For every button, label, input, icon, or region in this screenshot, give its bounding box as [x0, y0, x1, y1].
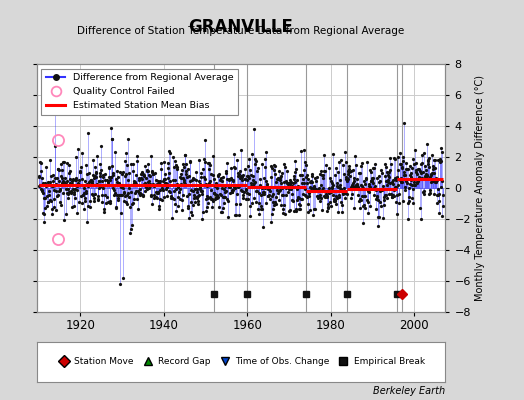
Text: GRANVILLE: GRANVILLE: [189, 18, 293, 36]
Legend: Station Move, Record Gap, Time of Obs. Change, Empirical Break: Station Move, Record Gap, Time of Obs. C…: [53, 354, 429, 370]
Y-axis label: Monthly Temperature Anomaly Difference (°C): Monthly Temperature Anomaly Difference (…: [475, 75, 485, 301]
Text: Difference of Station Temperature Data from Regional Average: Difference of Station Temperature Data f…: [78, 26, 405, 36]
Legend: Difference from Regional Average, Quality Control Failed, Estimated Station Mean: Difference from Regional Average, Qualit…: [41, 69, 238, 115]
Text: Berkeley Earth: Berkeley Earth: [373, 386, 445, 396]
